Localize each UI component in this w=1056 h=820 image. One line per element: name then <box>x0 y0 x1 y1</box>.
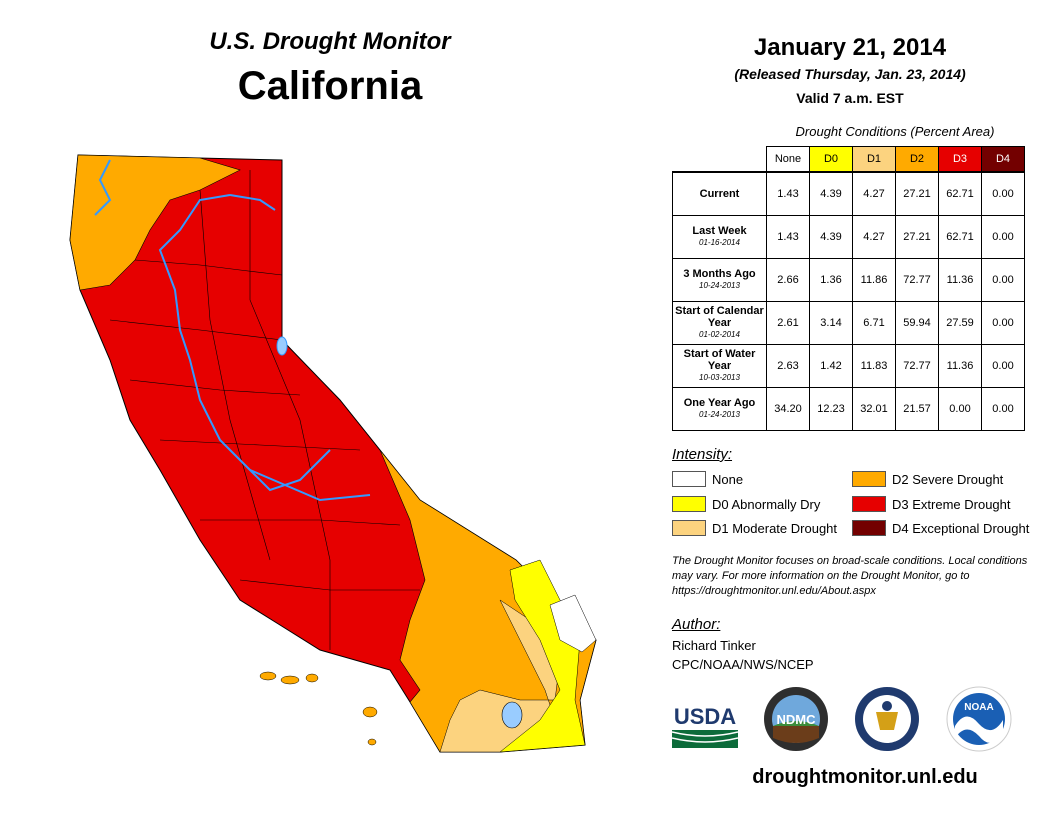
col-header-d0: D0 <box>809 146 853 173</box>
disclaimer-note: The Drought Monitor focuses on broad-sca… <box>672 555 1028 597</box>
row-label: 3 Months Ago 10-24-2013 <box>672 258 767 302</box>
table-cell: 62.71 <box>938 171 982 216</box>
legend-swatch <box>672 496 706 512</box>
noaa-logo: NOAA <box>946 686 1012 752</box>
table-cell: 6.71 <box>852 301 896 345</box>
legend-item-d0: D0 Abnormally Dry <box>672 496 820 512</box>
row-label: Last Week 01-16-2014 <box>672 215 767 259</box>
table-cell: 32.01 <box>852 387 896 431</box>
monitor-title: U.S. Drought Monitor <box>209 28 451 55</box>
ndmc-logo: NDMC <box>764 687 828 751</box>
table-cell: 27.21 <box>895 171 939 216</box>
table-cell: 11.36 <box>938 344 982 388</box>
table-cell: 27.21 <box>895 215 939 259</box>
table-cell: 72.77 <box>895 344 939 388</box>
table-cell: 59.94 <box>895 301 939 345</box>
table-cell: 2.61 <box>766 301 810 345</box>
table-cell: 0.00 <box>981 387 1025 431</box>
salton-sea <box>501 701 523 729</box>
table-row: Start of Water Year 10-03-2013 2.63 1.42 … <box>672 344 1025 388</box>
table-row: Last Week 01-16-2014 1.43 4.39 4.27 27.21… <box>672 215 1025 259</box>
table-cell: 1.36 <box>809 258 853 302</box>
usda-logo-text: USDA <box>674 704 736 729</box>
author-label: Author: <box>672 616 721 633</box>
col-header-d3: D3 <box>938 146 982 173</box>
table-cell: 4.39 <box>809 215 853 259</box>
legend-item-d4: D4 Exceptional Drought <box>852 520 1029 536</box>
table-cell: 2.63 <box>766 344 810 388</box>
table-cell: 11.83 <box>852 344 896 388</box>
table-cell: 4.39 <box>809 171 853 216</box>
map-date: January 21, 2014 <box>753 34 947 61</box>
legend-swatch <box>672 471 706 487</box>
table-cell: 11.86 <box>852 258 896 302</box>
table-row: 3 Months Ago 10-24-2013 2.66 1.36 11.86 7… <box>672 258 1025 302</box>
ndmc-logo-text: NDMC <box>777 712 817 727</box>
table-cell: 4.27 <box>852 171 896 216</box>
row-label: Start of Water Year 10-03-2013 <box>672 344 767 388</box>
table-cell: 1.43 <box>766 171 810 216</box>
table-cell: 0.00 <box>938 387 982 431</box>
california-drought-map <box>69 154 597 753</box>
row-label: Current <box>672 171 767 216</box>
col-header-none: None <box>766 146 810 173</box>
table-cell: 0.00 <box>981 344 1025 388</box>
table-cell: 34.20 <box>766 387 810 431</box>
table-caption: Drought Conditions (Percent Area) <box>795 124 995 139</box>
col-header-d2: D2 <box>895 146 939 173</box>
drought-conditions-table: None D0 D1 D2 D3 D4 Current 1.43 4.39 4.… <box>672 146 1025 431</box>
channel-islands <box>259 671 378 746</box>
legend-swatch <box>672 520 706 536</box>
table-row: One Year Ago 01-24-2013 34.20 12.23 32.01… <box>672 387 1025 431</box>
table-cell: 0.00 <box>981 171 1025 216</box>
table-cell: 27.59 <box>938 301 982 345</box>
table-cell: 4.27 <box>852 215 896 259</box>
region-title: California <box>237 64 423 108</box>
legend-title: Intensity: <box>672 446 733 463</box>
table-cell: 72.77 <box>895 258 939 302</box>
usda-logo: USDA <box>672 704 738 748</box>
legend-swatch <box>852 471 886 487</box>
col-header-d1: D1 <box>852 146 896 173</box>
table-cell: 3.14 <box>809 301 853 345</box>
table-cell: 1.42 <box>809 344 853 388</box>
map-region-none <box>549 594 597 653</box>
author-name: Richard Tinker <box>672 638 756 653</box>
commerce-seal-logo <box>855 687 919 751</box>
legend-item-none: None <box>672 471 743 487</box>
table-row: Start of Calendar Year 01-02-2014 2.61 3.… <box>672 301 1025 345</box>
noaa-logo-text: NOAA <box>964 702 993 713</box>
valid-time: Valid 7 a.m. EST <box>796 90 904 106</box>
legend-swatch <box>852 520 886 536</box>
rivers <box>94 159 371 502</box>
table-cell: 0.00 <box>981 258 1025 302</box>
website-link[interactable]: droughtmonitor.unl.edu <box>752 766 978 788</box>
map-region-d2-north <box>69 154 241 291</box>
author-org: CPC/NOAA/NWS/NCEP <box>672 657 814 672</box>
table-cell: 11.36 <box>938 258 982 302</box>
table-row: Current 1.43 4.39 4.27 27.21 62.71 0.00 <box>672 171 1025 216</box>
lake-tahoe <box>276 336 288 356</box>
table-cell: 2.66 <box>766 258 810 302</box>
table-cell: 12.23 <box>809 387 853 431</box>
legend-item-d2: D2 Severe Drought <box>852 471 1003 487</box>
release-date: (Released Thursday, Jan. 23, 2014) <box>734 66 966 82</box>
table-corner <box>673 147 767 173</box>
legend-item-d1: D1 Moderate Drought <box>672 520 837 536</box>
table-cell: 1.43 <box>766 215 810 259</box>
county-lines <box>109 170 420 650</box>
table-cell: 62.71 <box>938 215 982 259</box>
row-label: One Year Ago 01-24-2013 <box>672 387 767 431</box>
table-cell: 0.00 <box>981 215 1025 259</box>
table-cell: 21.57 <box>895 387 939 431</box>
col-header-d4: D4 <box>981 146 1025 173</box>
legend-item-d3: D3 Extreme Drought <box>852 496 1011 512</box>
legend-swatch <box>852 496 886 512</box>
row-label: Start of Calendar Year 01-02-2014 <box>672 301 767 345</box>
table-cell: 0.00 <box>981 301 1025 345</box>
